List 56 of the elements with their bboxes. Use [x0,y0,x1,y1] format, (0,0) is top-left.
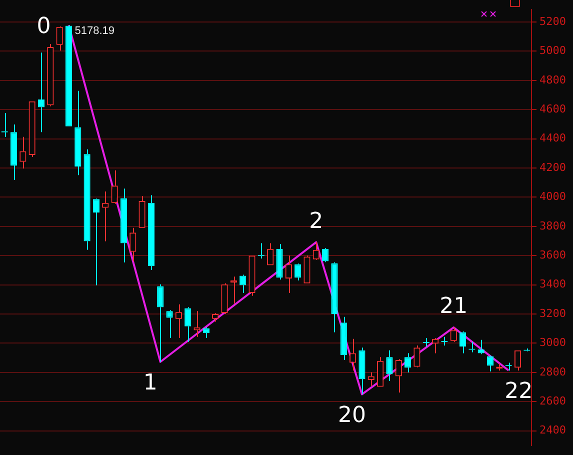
candlestick [184,306,192,342]
candlestick [148,194,155,270]
candlestick [92,199,100,286]
candlestick [414,345,420,367]
y-tick-label: 4800 [540,73,566,86]
candlestick [138,196,146,228]
y-tick-label: 4200 [540,160,566,174]
annotation: 0 [36,14,51,39]
data-label: 5178.19 [74,25,114,38]
candlestick [386,350,393,382]
candlestick [120,188,128,263]
candlestick [65,26,72,126]
candlestick [10,124,18,180]
y-tick-label: 5000 [540,44,566,58]
candlestick [358,347,366,395]
candlestick [294,264,302,281]
candlestick [221,282,228,315]
y-tick-label: 2800 [540,365,566,378]
annotation: 2 [309,208,324,234]
y-tick-label: 2400 [540,424,566,437]
annotation: 1 [143,370,158,396]
candlestick [304,255,310,284]
y-tick-label: 3000 [540,336,566,350]
candlestick [47,44,54,107]
candlestick [285,255,292,294]
candlestick [166,310,173,338]
y-tick-label: 4600 [540,102,566,116]
candlestick [157,284,164,362]
candlestick [459,332,466,354]
candlestick [478,339,484,355]
y-tick-label: 4400 [540,132,566,145]
candlestick [331,262,338,333]
candlestick [130,227,136,262]
y-tick-label: 4000 [540,190,566,204]
y-tick-label: 5200 [540,14,566,28]
annotation: 20 [338,403,366,428]
candlestick [111,170,118,204]
y-tick-label: 3200 [540,306,566,320]
candlestick [340,316,347,360]
candlestick [74,90,82,176]
annotation: 21 [440,294,468,320]
candlestick [267,242,274,266]
candlestick [514,350,522,372]
y-tick-label: 3800 [540,219,566,232]
candlestick [248,256,256,296]
candlestick [276,244,283,280]
candlestick [368,372,374,386]
y-tick-label: 3400 [540,278,566,291]
candlestick [28,101,36,158]
candlestick [56,26,63,51]
annotation: 22 [504,379,533,404]
y-tick-label: 3600 [540,248,566,262]
candlestick [84,148,90,250]
candlestick [395,360,402,394]
candlestick [377,356,384,387]
y-tick-label: 2600 [540,394,566,408]
